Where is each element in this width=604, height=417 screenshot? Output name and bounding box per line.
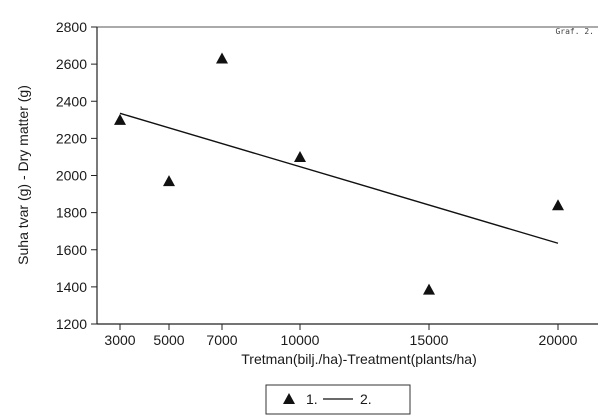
x-tick-label: 5000 <box>153 332 184 348</box>
y-axis: 1200 1400 1600 1800 2000 2200 2400 2600 2800 <box>56 19 97 332</box>
data-point-triangle <box>163 175 175 187</box>
legend: 1. 2. <box>265 384 411 415</box>
y-tick-label: 2200 <box>56 130 87 146</box>
legend-label-series-2: 2. <box>360 391 372 407</box>
legend-triangle-marker <box>283 393 295 404</box>
x-tick-label: 20000 <box>539 332 578 348</box>
trend-line <box>119 112 559 244</box>
y-tick-label: 2600 <box>56 56 87 72</box>
x-tick-label: 10000 <box>281 332 320 348</box>
data-point-triangle <box>294 150 306 162</box>
series-layer <box>114 52 564 295</box>
x-tick-label: 3000 <box>104 332 135 348</box>
y-axis-label: Suha tvar (g) - Dry matter (g) <box>15 85 31 265</box>
y-tick-label: 1800 <box>56 205 87 221</box>
y-tick-label: 2400 <box>56 93 87 109</box>
x-tick-label: 15000 <box>410 332 449 348</box>
y-tick-label: 1400 <box>56 279 87 295</box>
x-tick-label: 7000 <box>206 332 237 348</box>
data-point-triangle <box>216 52 228 64</box>
y-tick-label: 1600 <box>56 242 87 258</box>
y-tick-label: 2800 <box>56 19 87 35</box>
data-point-triangle <box>552 199 564 211</box>
chart-annotation: Graf. 2. <box>555 27 594 36</box>
x-axis: 3000 5000 7000 10000 15000 20000 <box>104 324 578 348</box>
data-point-triangle <box>423 283 435 295</box>
x-axis-label: Tretman(bilj./ha)-Treatment(plants/ha) <box>241 351 476 367</box>
y-tick-label: 1200 <box>56 316 87 332</box>
y-tick-label: 2000 <box>56 168 87 184</box>
legend-label-series-1: 1. <box>306 391 318 407</box>
data-point-triangle <box>114 113 126 125</box>
